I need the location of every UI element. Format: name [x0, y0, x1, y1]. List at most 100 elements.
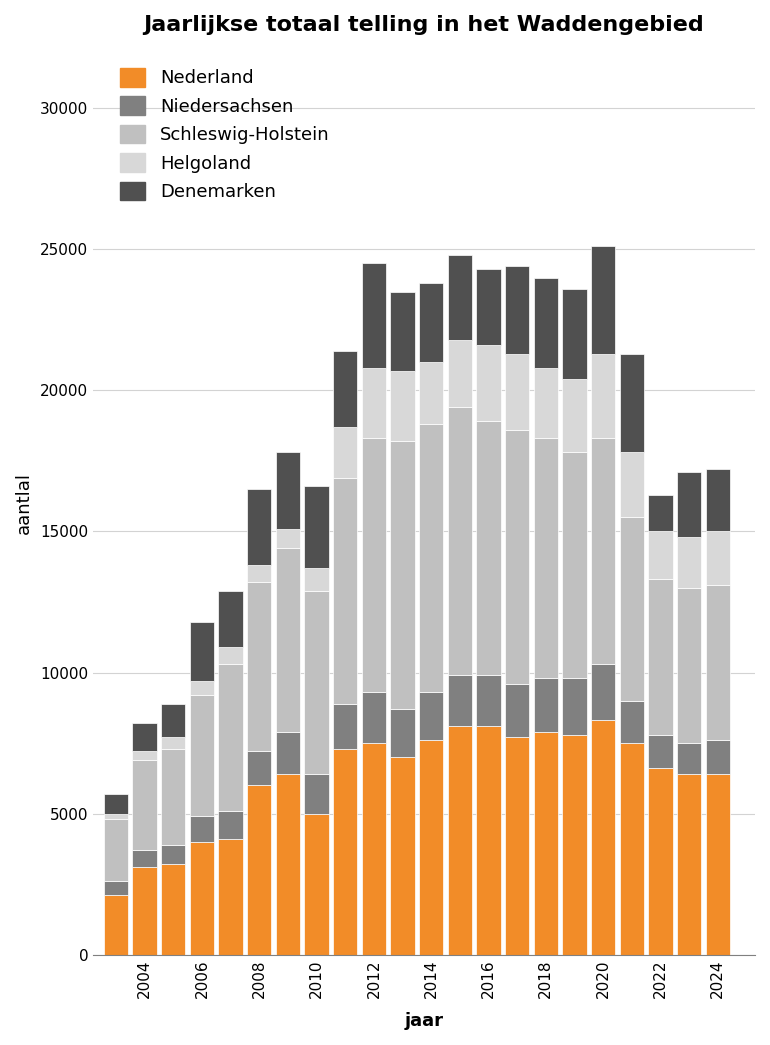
Bar [534, 732, 558, 955]
Bar [276, 452, 300, 529]
Bar [648, 494, 673, 532]
Bar [390, 710, 415, 758]
Bar [562, 735, 587, 955]
Bar [189, 622, 214, 681]
Bar [477, 726, 500, 955]
Bar [705, 740, 730, 774]
Bar [419, 363, 444, 424]
Bar [505, 683, 529, 738]
Bar [620, 452, 644, 517]
Bar [304, 814, 329, 955]
Bar [447, 675, 472, 726]
Y-axis label: aantlal: aantlal [15, 472, 33, 534]
Bar [362, 743, 386, 955]
Bar [677, 537, 701, 588]
Bar [562, 288, 587, 379]
Bar [132, 851, 157, 867]
Bar [219, 664, 243, 811]
Bar [104, 819, 128, 881]
Bar [390, 441, 415, 710]
Bar [247, 582, 272, 751]
X-axis label: jaar: jaar [404, 1012, 444, 1030]
Bar [534, 438, 558, 678]
Bar [534, 678, 558, 732]
Bar [247, 489, 272, 565]
Bar [104, 881, 128, 896]
Bar [304, 590, 329, 774]
Bar [333, 427, 357, 478]
Bar [304, 774, 329, 814]
Bar [132, 751, 157, 760]
Bar [591, 720, 615, 955]
Bar [304, 568, 329, 590]
Bar [677, 774, 701, 955]
Bar [505, 738, 529, 955]
Bar [447, 408, 472, 675]
Bar [189, 816, 214, 842]
Bar [362, 263, 386, 368]
Bar [219, 590, 243, 647]
Bar [562, 452, 587, 678]
Bar [591, 664, 615, 720]
Bar [705, 469, 730, 532]
Bar [247, 565, 272, 582]
Bar [161, 703, 186, 738]
Bar [219, 811, 243, 839]
Bar [247, 751, 272, 786]
Legend: Nederland, Niedersachsen, Schleswig-Holstein, Helgoland, Denemarken: Nederland, Niedersachsen, Schleswig-Hols… [113, 61, 336, 208]
Bar [477, 421, 500, 675]
Bar [333, 351, 357, 427]
Bar [390, 292, 415, 371]
Bar [677, 472, 701, 537]
Bar [104, 794, 128, 814]
Bar [705, 585, 730, 740]
Bar [591, 353, 615, 438]
Bar [620, 517, 644, 701]
Bar [648, 532, 673, 579]
Bar [505, 353, 529, 429]
Bar [104, 814, 128, 819]
Bar [677, 588, 701, 743]
Bar [132, 723, 157, 751]
Bar [132, 760, 157, 851]
Bar [304, 486, 329, 568]
Bar [477, 269, 500, 345]
Bar [620, 743, 644, 955]
Bar [362, 368, 386, 438]
Title: Jaarlijkse totaal telling in het Waddengebied: Jaarlijkse totaal telling in het Waddeng… [144, 15, 705, 34]
Bar [189, 681, 214, 695]
Bar [362, 692, 386, 743]
Bar [447, 726, 472, 955]
Bar [648, 579, 673, 735]
Bar [276, 529, 300, 549]
Bar [247, 786, 272, 955]
Bar [419, 424, 444, 692]
Bar [648, 768, 673, 955]
Bar [705, 774, 730, 955]
Bar [219, 647, 243, 664]
Bar [276, 549, 300, 732]
Bar [648, 735, 673, 768]
Bar [562, 379, 587, 452]
Bar [333, 703, 357, 748]
Bar [677, 743, 701, 774]
Bar [362, 438, 386, 692]
Bar [620, 701, 644, 743]
Bar [161, 864, 186, 955]
Bar [333, 748, 357, 955]
Bar [591, 247, 615, 353]
Bar [390, 371, 415, 441]
Bar [477, 345, 500, 421]
Bar [219, 839, 243, 955]
Bar [419, 283, 444, 363]
Bar [505, 266, 529, 353]
Bar [390, 758, 415, 955]
Bar [562, 678, 587, 735]
Bar [534, 278, 558, 368]
Bar [333, 478, 357, 703]
Bar [534, 368, 558, 438]
Bar [276, 732, 300, 774]
Bar [161, 748, 186, 844]
Bar [591, 438, 615, 664]
Bar [276, 774, 300, 955]
